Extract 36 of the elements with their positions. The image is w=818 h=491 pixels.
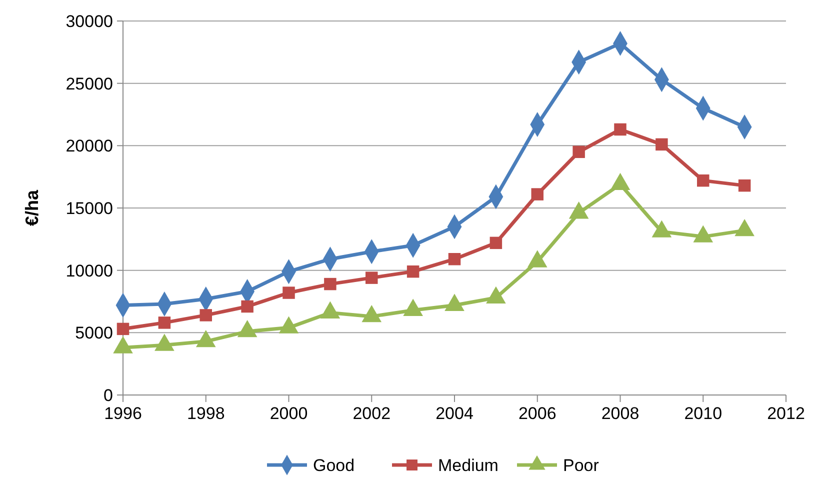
y-tick-label: 5000 [75, 324, 113, 343]
point [490, 236, 502, 250]
point [738, 179, 751, 192]
point [448, 252, 461, 266]
x-tick-label: 2008 [601, 404, 640, 423]
x-tick-label: 2010 [684, 404, 722, 423]
point [531, 188, 544, 200]
x-tick-label: 1996 [104, 404, 142, 423]
x-tick-label: 2004 [436, 404, 474, 423]
point [282, 286, 295, 299]
x-tick-label: 2012 [767, 404, 805, 423]
y-tick-label: 15000 [66, 198, 113, 218]
y-tick-label: 30000 [66, 12, 113, 31]
legend-label: Good [313, 456, 355, 475]
legend-label: Medium [438, 456, 498, 475]
y-axis-title: €/ha [22, 189, 42, 226]
point [158, 316, 171, 329]
point [656, 138, 668, 151]
point [200, 309, 212, 322]
y-tick-label: 20000 [66, 136, 113, 156]
point [241, 300, 254, 313]
point [572, 146, 585, 158]
point [366, 272, 378, 284]
point [697, 174, 710, 187]
point [324, 278, 336, 290]
y-tick-label: 0 [104, 386, 113, 405]
y-tick-label: 10000 [66, 261, 113, 280]
x-tick-label: 1998 [186, 404, 225, 423]
x-tick-label: 2000 [270, 404, 308, 423]
x-tick-label: 2006 [518, 404, 556, 423]
point [614, 123, 626, 136]
x-tick-label: 2002 [352, 404, 391, 423]
point [406, 265, 420, 278]
y-tick-label: 25000 [66, 74, 113, 94]
point [116, 322, 130, 336]
legend-label: Poor [563, 456, 600, 475]
